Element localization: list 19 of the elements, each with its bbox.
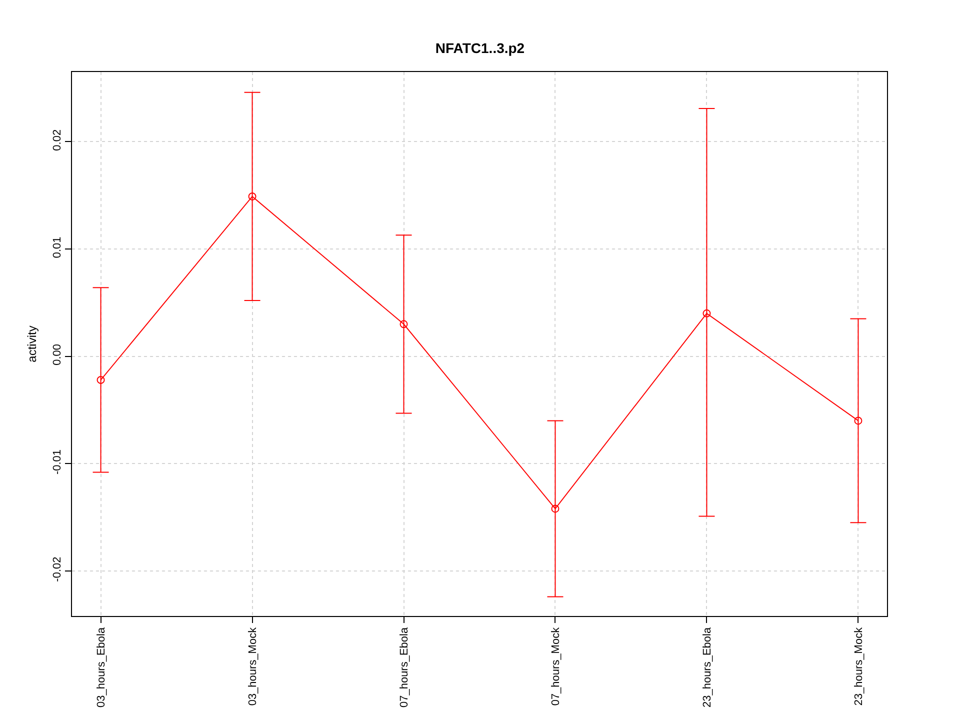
x-tick-label: 23_hours_Mock <box>852 626 865 706</box>
point <box>400 320 408 328</box>
y-tick-label: -0.02 <box>52 556 64 582</box>
y-axis-title: activity <box>24 326 39 362</box>
point <box>551 504 560 513</box>
x-tick-label: 03_hours_Mock <box>246 626 259 706</box>
x-tick-label: 07_hours_Ebola <box>398 626 410 708</box>
y-tick-label: 0.00 <box>52 344 64 366</box>
y-tick-label: 0.02 <box>52 129 64 151</box>
point <box>854 416 862 425</box>
x-tick-label: 03_hours_Ebola <box>95 626 108 708</box>
y-tick-label: 0.01 <box>52 236 64 258</box>
x-tick-label: 07_hours_Mock <box>550 626 562 706</box>
point <box>702 309 711 318</box>
chart-title: NFATC1..3.p2 <box>435 40 525 56</box>
x-tick-label: 23_hours_Ebola <box>701 626 714 708</box>
y-tick-label: -0.01 <box>52 449 64 475</box>
point <box>248 192 256 200</box>
point <box>96 376 105 384</box>
